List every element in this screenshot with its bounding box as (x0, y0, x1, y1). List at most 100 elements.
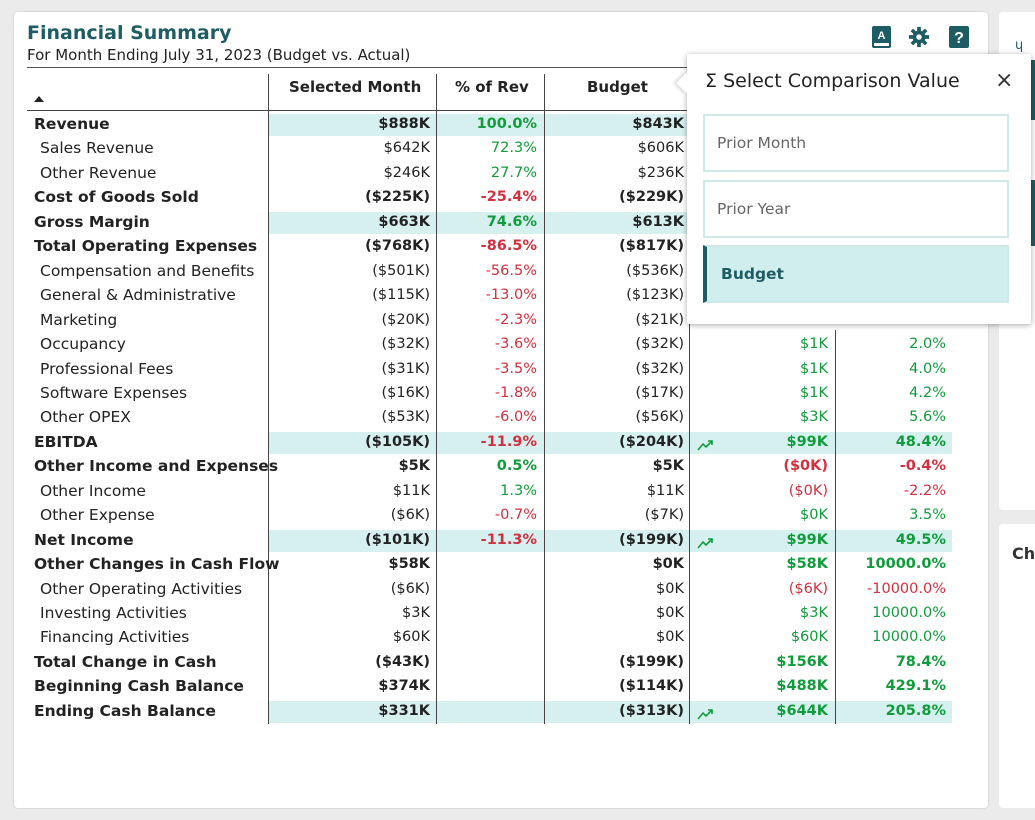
row-label[interactable]: Other OPEX (40, 408, 131, 427)
cell-pct: 72.3% (490, 140, 537, 157)
cell-var: $1K (800, 384, 828, 401)
cell-var: ($0K) (788, 482, 828, 499)
cell-bud: $613K (632, 213, 684, 230)
row-label[interactable]: Software Expenses (40, 383, 188, 402)
row-label[interactable]: Sales Revenue (40, 139, 154, 158)
cell-pct: -0.7% (494, 507, 537, 524)
row-label[interactable]: Revenue (34, 115, 110, 133)
cell-bud: $0K (652, 556, 684, 573)
cell-bud: ($7K) (644, 507, 684, 524)
row-label[interactable]: Ending Cash Balance (34, 701, 216, 720)
cell-bud: ($199K) (619, 653, 684, 670)
cell-bud: ($17K) (635, 384, 685, 401)
header-divider (27, 67, 687, 68)
row-label[interactable]: Cost of Goods Sold (34, 188, 199, 207)
column-divider (689, 74, 690, 724)
row-label[interactable]: Total Change in Cash (34, 652, 217, 671)
cell-sel: ($501K) (372, 262, 430, 279)
cell-sel: $374K (378, 678, 430, 695)
cell-sel: $58K (388, 556, 430, 573)
cell-bud: ($199K) (619, 531, 684, 548)
cell-vpct: 205.8% (885, 702, 946, 719)
row-label[interactable]: Beginning Cash Balance (34, 677, 244, 696)
help-icon[interactable]: ? (948, 25, 970, 49)
cell-vpct: -0.4% (899, 458, 946, 475)
cell-pct: -11.9% (480, 433, 537, 450)
cell-sel: $642K (383, 140, 430, 157)
row-label[interactable]: Net Income (34, 530, 134, 549)
row-label[interactable]: Financing Activities (40, 628, 190, 647)
cell-vpct: 4.0% (909, 360, 946, 377)
cell-sel: ($53K) (381, 409, 431, 426)
row-label[interactable]: Other Expense (40, 506, 155, 525)
cell-sel: $5K (398, 458, 430, 475)
cell-bud: $236K (637, 164, 684, 181)
cell-bud: ($229K) (619, 189, 684, 206)
cell-sel: $11K (392, 482, 430, 499)
cell-var: $156K (776, 653, 828, 670)
cell-bud: ($204K) (619, 433, 684, 450)
gear-icon[interactable] (908, 25, 930, 49)
cell-sel: ($6K) (390, 507, 430, 524)
row-label[interactable]: Investing Activities (40, 604, 187, 622)
cell-sel: ($768K) (365, 238, 430, 255)
trending-up-icon (697, 708, 713, 720)
column-divider (835, 330, 836, 724)
option-prior-year[interactable]: Prior Year (703, 180, 1009, 238)
side-panel-accent-bar (1029, 60, 1035, 120)
cell-var: $58K (786, 556, 828, 573)
row-label[interactable]: Other Operating Activities (40, 579, 243, 598)
cell-sel: $331K (378, 702, 430, 719)
close-icon[interactable]: × (995, 68, 1014, 93)
row-label[interactable]: General & Administrative (40, 286, 236, 305)
trending-up-icon (697, 537, 713, 549)
cell-vpct: 48.4% (895, 433, 946, 450)
row-label[interactable]: Marketing (40, 310, 118, 329)
cell-var: $488K (776, 678, 828, 695)
cell-sel: ($6K) (390, 580, 430, 597)
row-label[interactable]: Other Income (40, 481, 146, 500)
cell-vpct: 10000.0% (865, 556, 946, 573)
cell-sel: $246K (383, 164, 430, 181)
cell-bud: ($536K) (626, 262, 684, 279)
row-label[interactable]: Occupancy (40, 335, 126, 354)
cell-vpct: 10000.0% (872, 629, 946, 646)
cell-vpct: 49.5% (895, 531, 946, 548)
glossary-icon[interactable]: A (871, 25, 893, 49)
row-highlight (268, 529, 952, 552)
row-highlight (268, 431, 952, 454)
option-budget[interactable]: Budget (703, 245, 1009, 303)
cell-var: $3K (800, 409, 828, 426)
row-label[interactable]: Gross Margin (34, 212, 150, 231)
row-label[interactable]: Compensation and Benefits (40, 261, 255, 280)
row-label[interactable]: Total Operating Expenses (34, 237, 258, 256)
row-label[interactable]: Other Income and Expenses (34, 457, 279, 476)
cell-var: $99K (786, 433, 828, 450)
row-label[interactable]: Other Revenue (40, 163, 157, 182)
side-panel-glyph: ɥ (1015, 38, 1024, 53)
column-divider (436, 74, 437, 724)
cell-bud: ($56K) (635, 409, 685, 426)
cell-bud: ($21K) (635, 311, 685, 328)
glossary-letter: A (878, 30, 886, 42)
cell-bud: ($123K) (626, 287, 684, 304)
sort-ascending-icon[interactable] (34, 96, 44, 102)
column-header-pct-of-rev[interactable]: % of Rev (455, 78, 529, 96)
cell-sel: ($115K) (372, 287, 430, 304)
cell-bud: ($313K) (619, 702, 684, 719)
row-label[interactable]: Other Changes in Cash Flow (34, 555, 280, 574)
row-label[interactable]: Professional Fees (40, 359, 174, 378)
row-label[interactable]: EBITDA (34, 432, 98, 451)
cell-var: $1K (800, 360, 828, 377)
trending-up-icon (697, 440, 713, 451)
cell-bud: $11K (646, 482, 684, 499)
column-header-budget[interactable]: Budget (587, 78, 648, 96)
cell-bud: ($32K) (635, 360, 685, 377)
option-prior-month[interactable]: Prior Month (703, 114, 1009, 172)
cell-vpct: 78.4% (895, 653, 946, 670)
cell-bud: $5K (652, 458, 684, 475)
column-header-selected-month[interactable]: Selected Month (289, 78, 422, 96)
cell-sel: ($43K) (375, 653, 430, 670)
cell-vpct: -2.2% (903, 482, 946, 499)
cell-var: ($0K) (783, 458, 828, 475)
